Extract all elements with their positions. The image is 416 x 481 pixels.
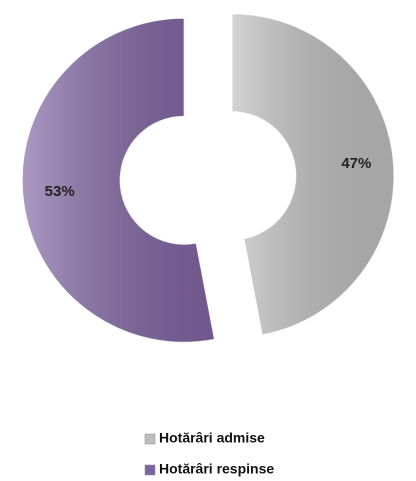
slice-shade [231,13,394,335]
slices: 47% 53% [21,13,395,343]
value-label: 53% [45,183,75,200]
legend-swatch [144,464,156,476]
value-label: 47% [341,155,371,172]
legend: Hotărâri admise Hotărâri respinse [144,430,274,477]
legend-label: Hotărâri respinse [159,461,274,477]
slice-shade [22,18,215,343]
legend-label: Hotărâri admise [159,430,265,446]
legend-swatch [144,433,156,445]
